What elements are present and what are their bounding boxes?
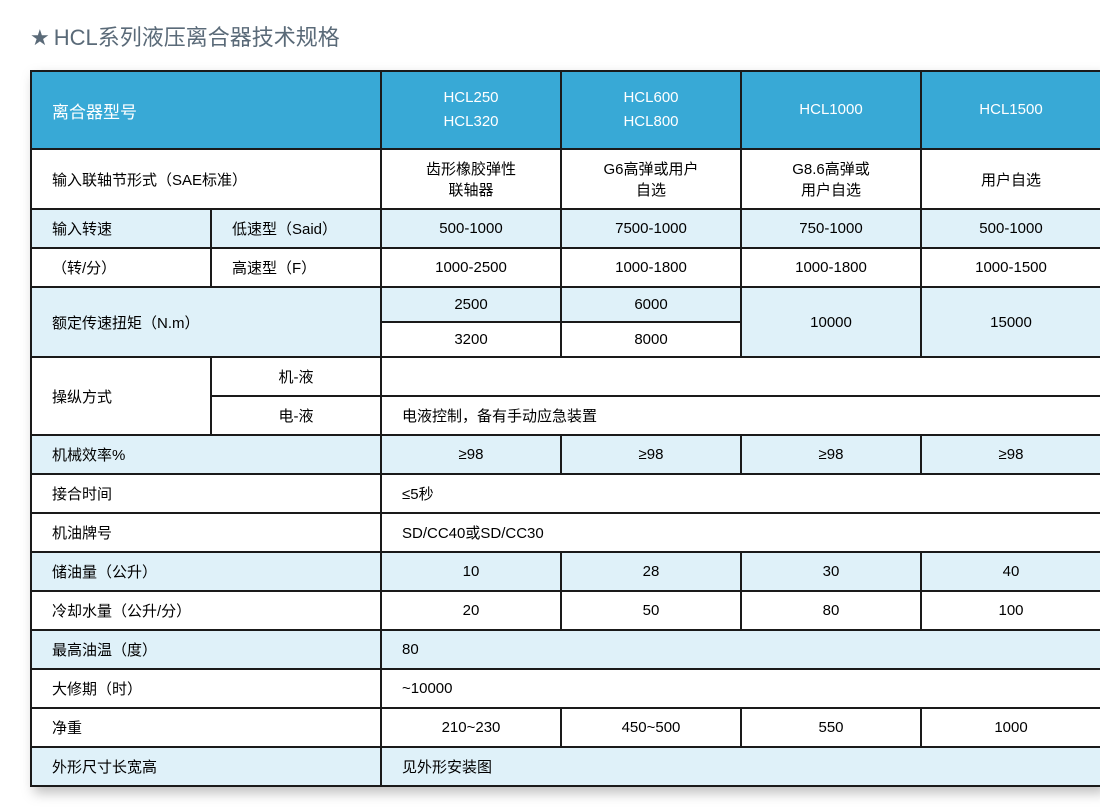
- weight-v3: 1000: [921, 708, 1100, 747]
- table-wrapper: 离合器型号 HCL250 HCL320 HCL600 HCL800 HCL100…: [30, 70, 1070, 787]
- control-r1-val: [381, 357, 1100, 396]
- torque-r1-v1: 6000: [561, 287, 741, 322]
- speed-low-v3: 500-1000: [921, 209, 1100, 248]
- torque-r2-v1: 8000: [561, 322, 741, 357]
- header-col-2: HCL1000: [741, 71, 921, 149]
- speed-high-v0: 1000-2500: [381, 248, 561, 287]
- dims-label: 外形尺寸长宽高: [31, 747, 381, 786]
- speed-unit: （转/分）: [31, 248, 211, 287]
- header-col-3-0: HCL1500: [934, 98, 1088, 122]
- overhaul-val: ~10000: [381, 669, 1100, 708]
- speed-high-v1: 1000-1800: [561, 248, 741, 287]
- cooling-v1: 50: [561, 591, 741, 630]
- coupling-v0: 齿形橡胶弹性 联轴器: [381, 149, 561, 209]
- coupling-v3: 用户自选: [921, 149, 1100, 209]
- speed-low-v1: 7500-1000: [561, 209, 741, 248]
- row-speed-low: 输入转速 低速型（Said） 500-1000 7500-1000 750-10…: [31, 209, 1100, 248]
- row-oilgrade: 机油牌号 SD/CC40或SD/CC30: [31, 513, 1100, 552]
- header-col-0-1: HCL320: [394, 110, 548, 134]
- header-col-1-1: HCL800: [574, 110, 728, 134]
- row-cooling: 冷却水量（公升/分） 20 50 80 100: [31, 591, 1100, 630]
- title-text: HCL系列液压离合器技术规格: [54, 25, 340, 50]
- header-col-0-0: HCL250: [394, 86, 548, 110]
- row-weight: 净重 210~230 450~500 550 1000: [31, 708, 1100, 747]
- row-oilcap: 储油量（公升） 10 28 30 40: [31, 552, 1100, 591]
- efficiency-v2: ≥98: [741, 435, 921, 474]
- oilgrade-label: 机油牌号: [31, 513, 381, 552]
- efficiency-v1: ≥98: [561, 435, 741, 474]
- overhaul-label: 大修期（时）: [31, 669, 381, 708]
- weight-v0: 210~230: [381, 708, 561, 747]
- dims-val: 见外形安装图: [381, 747, 1100, 786]
- oilgrade-val: SD/CC40或SD/CC30: [381, 513, 1100, 552]
- cooling-label: 冷却水量（公升/分）: [31, 591, 381, 630]
- header-col-0: HCL250 HCL320: [381, 71, 561, 149]
- oilcap-v3: 40: [921, 552, 1100, 591]
- row-engage: 接合时间 ≤5秒: [31, 474, 1100, 513]
- star-icon: ★: [30, 25, 50, 50]
- row-control-1: 操纵方式 机-液: [31, 357, 1100, 396]
- oilcap-v0: 10: [381, 552, 561, 591]
- oilcap-v1: 28: [561, 552, 741, 591]
- speed-low-v2: 750-1000: [741, 209, 921, 248]
- torque-r1-v0: 2500: [381, 287, 561, 322]
- control-r2-label: 电-液: [211, 396, 381, 435]
- efficiency-v0: ≥98: [381, 435, 561, 474]
- header-col-1: HCL600 HCL800: [561, 71, 741, 149]
- row-overhaul: 大修期（时） ~10000: [31, 669, 1100, 708]
- header-col-1-0: HCL600: [574, 86, 728, 110]
- speed-high-label: 高速型（F）: [211, 248, 381, 287]
- row-coupling: 输入联轴节形式（SAE标准） 齿形橡胶弹性 联轴器 G6高弹或用户 自选 G8.…: [31, 149, 1100, 209]
- weight-label: 净重: [31, 708, 381, 747]
- maxtemp-val: 80: [381, 630, 1100, 669]
- row-maxtemp: 最高油温（度） 80: [31, 630, 1100, 669]
- coupling-v2: G8.6高弹或 用户自选: [741, 149, 921, 209]
- efficiency-v3: ≥98: [921, 435, 1100, 474]
- oilcap-label: 储油量（公升）: [31, 552, 381, 591]
- control-r2-val: 电液控制，备有手动应急装置: [381, 396, 1100, 435]
- speed-low-label: 低速型（Said）: [211, 209, 381, 248]
- speed-high-v2: 1000-1800: [741, 248, 921, 287]
- torque-label: 额定传速扭矩（N.m）: [31, 287, 381, 357]
- coupling-label: 输入联轴节形式（SAE标准）: [31, 149, 381, 209]
- speed-low-v0: 500-1000: [381, 209, 561, 248]
- torque-r2-v0: 3200: [381, 322, 561, 357]
- torque-m0: 10000: [741, 287, 921, 357]
- torque-m1: 15000: [921, 287, 1100, 357]
- speed-label: 输入转速: [31, 209, 211, 248]
- cooling-v2: 80: [741, 591, 921, 630]
- control-r1-label: 机-液: [211, 357, 381, 396]
- row-speed-high: （转/分） 高速型（F） 1000-2500 1000-1800 1000-18…: [31, 248, 1100, 287]
- page-title: ★HCL系列液压离合器技术规格: [30, 20, 1070, 52]
- cooling-v0: 20: [381, 591, 561, 630]
- engage-val: ≤5秒: [381, 474, 1100, 513]
- weight-v1: 450~500: [561, 708, 741, 747]
- coupling-v1: G6高弹或用户 自选: [561, 149, 741, 209]
- weight-v2: 550: [741, 708, 921, 747]
- maxtemp-label: 最高油温（度）: [31, 630, 381, 669]
- speed-high-v3: 1000-1500: [921, 248, 1100, 287]
- row-torque-1: 额定传速扭矩（N.m） 2500 6000 10000 15000: [31, 287, 1100, 322]
- header-label: 离合器型号: [31, 71, 381, 149]
- row-efficiency: 机械效率% ≥98 ≥98 ≥98 ≥98: [31, 435, 1100, 474]
- control-label: 操纵方式: [31, 357, 211, 435]
- table-header-row: 离合器型号 HCL250 HCL320 HCL600 HCL800 HCL100…: [31, 71, 1100, 149]
- spec-table: 离合器型号 HCL250 HCL320 HCL600 HCL800 HCL100…: [30, 70, 1100, 787]
- header-col-3: HCL1500: [921, 71, 1100, 149]
- efficiency-label: 机械效率%: [31, 435, 381, 474]
- engage-label: 接合时间: [31, 474, 381, 513]
- cooling-v3: 100: [921, 591, 1100, 630]
- header-col-2-0: HCL1000: [754, 98, 908, 122]
- oilcap-v2: 30: [741, 552, 921, 591]
- row-dims: 外形尺寸长宽高 见外形安装图: [31, 747, 1100, 786]
